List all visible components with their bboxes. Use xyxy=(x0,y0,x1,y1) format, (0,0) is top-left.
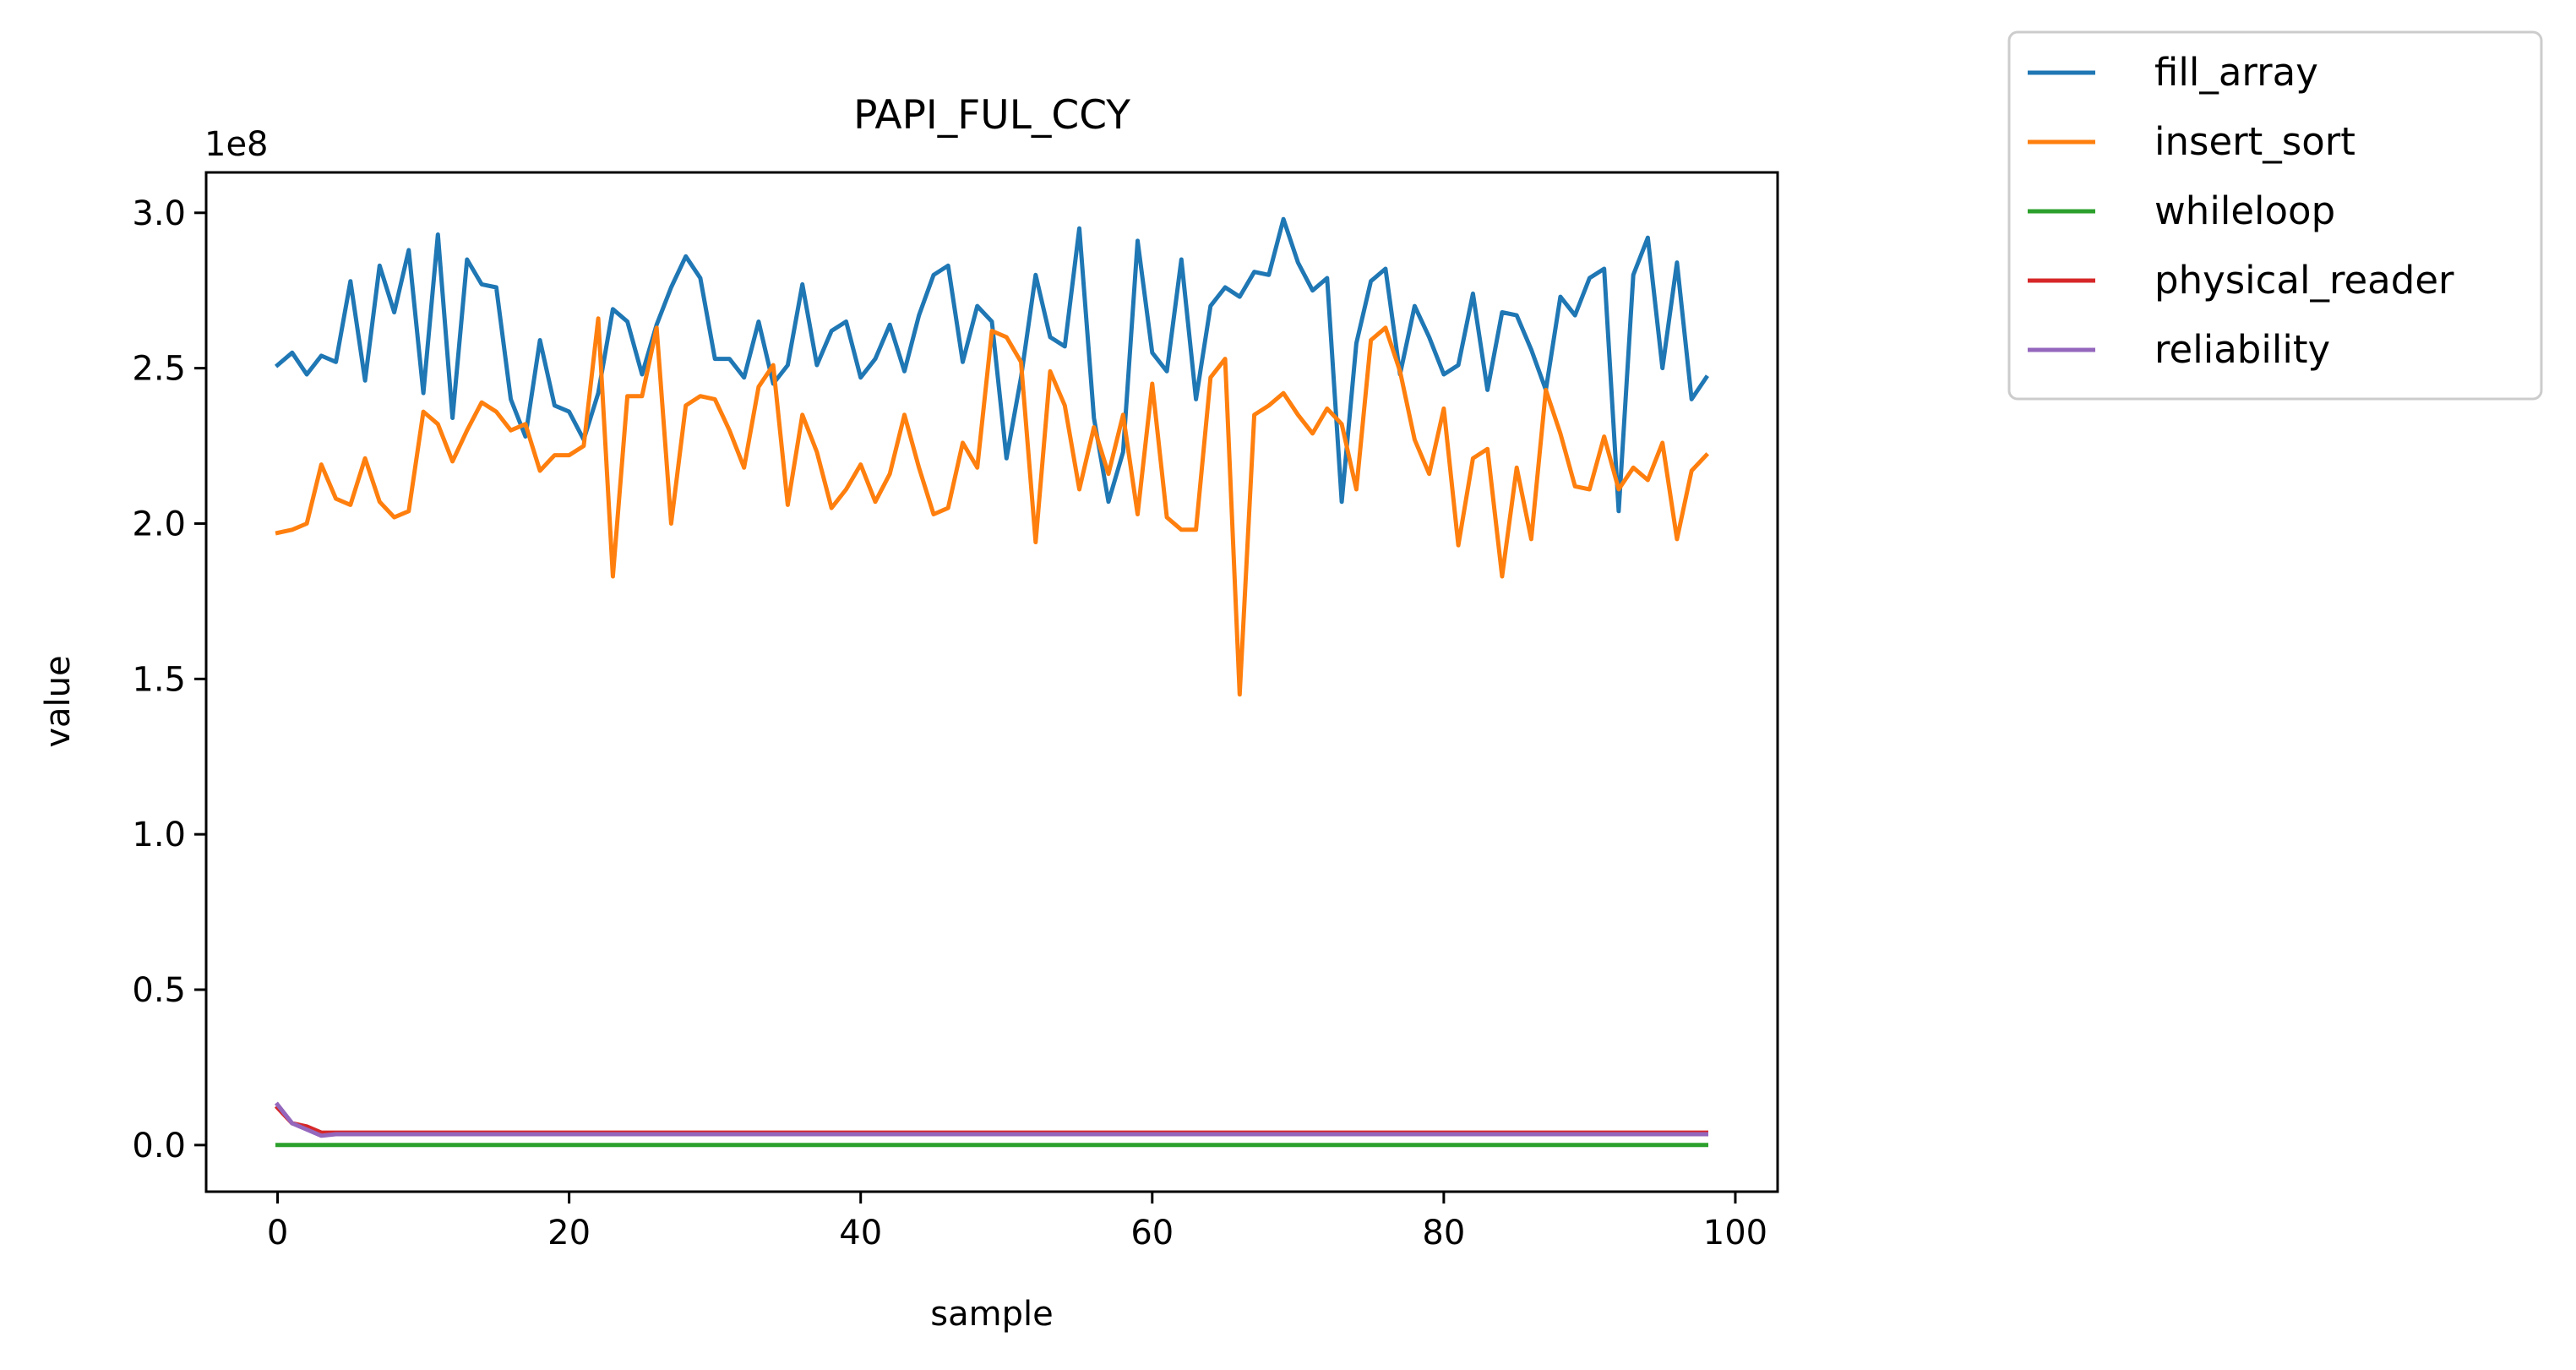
plot-frame xyxy=(204,171,1779,1193)
y-tick-label: 2.0 xyxy=(132,505,186,543)
x-axis-label: sample xyxy=(930,1295,1053,1334)
legend-label-insert-sort: insert_sort xyxy=(2154,119,2355,164)
x-tick-label: 0 xyxy=(267,1214,288,1253)
x-tick-label: 80 xyxy=(1422,1214,1465,1253)
series-line-fill-array xyxy=(274,216,1709,514)
chart-title: PAPI_FUL_CCY xyxy=(853,92,1130,139)
x-tick-label: 40 xyxy=(839,1214,882,1253)
y-tick-label: 3.0 xyxy=(132,194,186,233)
legend-label-physical-reader: physical_reader xyxy=(2154,258,2454,303)
y-tick-label: 0.5 xyxy=(132,971,186,1010)
x-tick-label: 60 xyxy=(1130,1214,1174,1253)
x-tick-label: 20 xyxy=(547,1214,591,1253)
legend-label-reliability: reliability xyxy=(2154,327,2330,372)
y-tick-label: 2.5 xyxy=(132,350,186,389)
y-tick-label: 0.0 xyxy=(132,1127,186,1165)
y-tick-label: 1.5 xyxy=(132,660,186,699)
y-tick-label: 1.0 xyxy=(132,816,186,854)
x-tick-label: 100 xyxy=(1703,1214,1767,1253)
legend-label-whileloop: whileloop xyxy=(2154,188,2335,233)
legend-box xyxy=(2007,30,2543,401)
y-offset-label: 1e8 xyxy=(204,125,269,164)
legend-label-fill-array: fill_array xyxy=(2154,50,2318,95)
series-line-reliability xyxy=(274,1101,1708,1138)
legend: fill_array insert_sort whileloop physical_r… xyxy=(2007,30,2543,401)
series-line-insert-sort xyxy=(275,316,1710,697)
y-axis-label: value xyxy=(39,655,78,747)
